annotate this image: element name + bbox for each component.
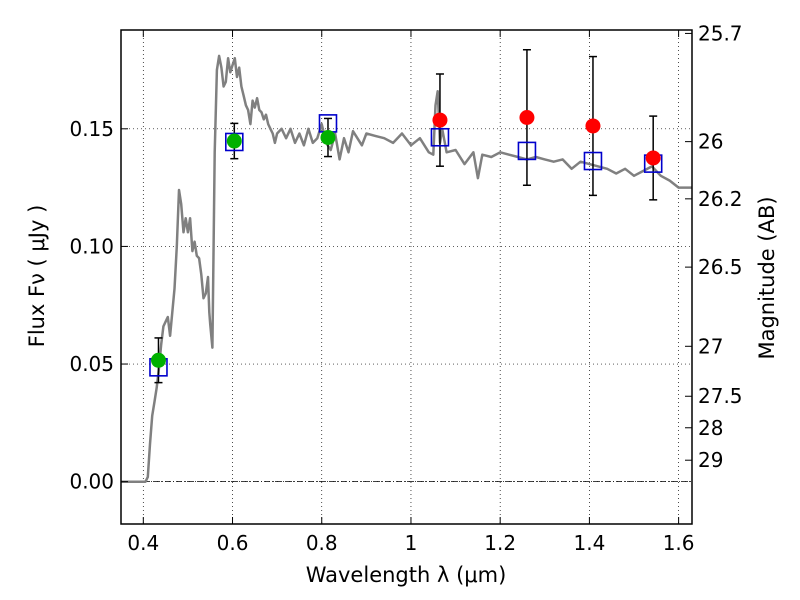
- model-photometry-square: [225, 132, 244, 152]
- mag-tick-label: 27.5: [698, 384, 743, 408]
- mag-tick-label: 26.2: [698, 187, 743, 211]
- mag-tick-label: 25.7: [698, 21, 743, 45]
- nir-photometry-point: [432, 112, 448, 128]
- plot-series: [121, 49, 692, 483]
- mag-tick-label: 26: [698, 130, 723, 154]
- magnitude-axis-label: Magnitude (AB): [755, 196, 779, 359]
- optical-photometry-point: [320, 130, 336, 146]
- x-tick-label: 1.6: [663, 531, 695, 555]
- x-tick-label: 1.2: [484, 531, 516, 555]
- model-photometry-square: [517, 141, 537, 161]
- mag-tick-label: 29: [698, 448, 723, 472]
- x-tick-label: 0.4: [127, 531, 159, 555]
- mag-tick-label: 28: [698, 416, 723, 440]
- y-tick-label: 0.00: [69, 470, 114, 494]
- y-tick-label: 0.10: [69, 234, 114, 258]
- x-tick-label: 1: [405, 531, 418, 555]
- model-photometry-square: [430, 127, 450, 147]
- plot-frame: [120, 29, 693, 525]
- y-axis-label: Flux Fν ( μJy ): [25, 205, 49, 348]
- nir-photometry-point: [645, 150, 661, 166]
- x-tick-label: 0.6: [217, 531, 249, 555]
- optical-photometry-point: [226, 133, 242, 149]
- optical-photometry-point: [150, 352, 166, 368]
- grid-lines: [121, 30, 692, 524]
- y-tick-label: 0.15: [69, 117, 114, 141]
- axis-ticks: 0.4 0.6 0.8 1 1.2 1.4 1.6 0.00 0.05 0.10 0.15 25.7 2…: [69, 21, 742, 555]
- x-tick-label: 1.4: [573, 531, 605, 555]
- model-photometry-square: [583, 151, 603, 171]
- mag-tick-label: 27: [698, 334, 723, 358]
- x-axis-label: Wavelength λ (μm): [306, 563, 507, 587]
- y-tick-label: 0.05: [69, 352, 114, 376]
- model-spectrum-line: [121, 54, 692, 483]
- x-tick-label: 0.8: [306, 531, 338, 555]
- nir-photometry-point: [585, 118, 601, 134]
- nir-photometry-point: [519, 110, 535, 126]
- mag-tick-label: 26.5: [698, 255, 743, 279]
